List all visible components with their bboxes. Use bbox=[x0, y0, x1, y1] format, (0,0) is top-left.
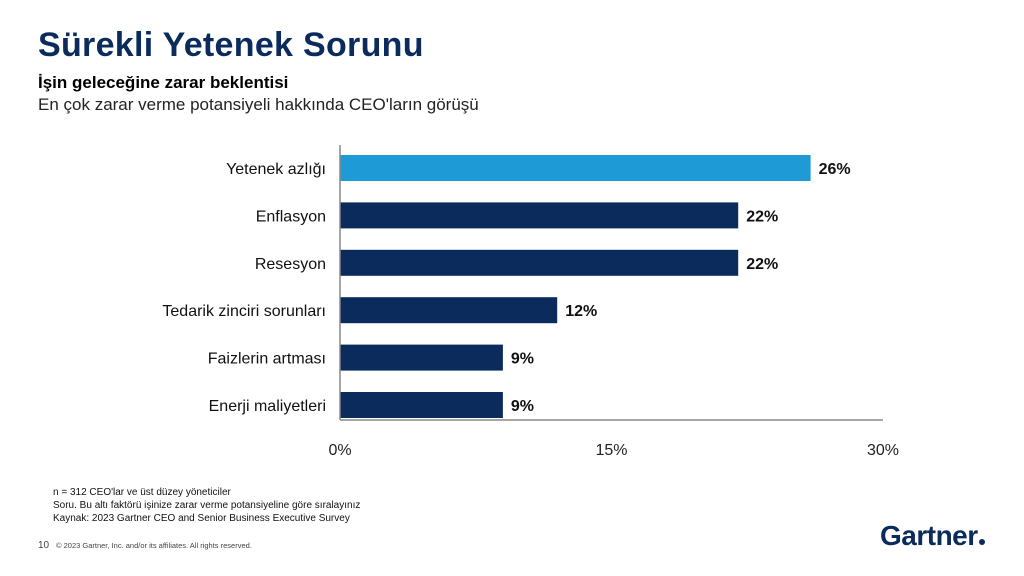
category-label: Enflasyon bbox=[256, 208, 326, 225]
page-title: Sürekli Yetenek Sorunu bbox=[38, 26, 424, 64]
logo-text: Gartner bbox=[880, 520, 978, 551]
logo-dot-icon bbox=[978, 539, 985, 545]
data-label: 22% bbox=[746, 256, 778, 273]
category-label: Faizlerin artması bbox=[208, 351, 326, 368]
x-tick-label: 0% bbox=[328, 442, 351, 459]
footnote-sample-size: n = 312 CEO'lar ve üst düzey yöneticiler bbox=[53, 487, 231, 498]
data-label: 22% bbox=[746, 208, 778, 225]
data-label: 9% bbox=[511, 398, 534, 415]
footnote-source: Kaynak: 2023 Gartner CEO and Senior Busi… bbox=[53, 513, 350, 524]
bar bbox=[340, 202, 739, 229]
chart-description: En çok zarar verme potansiyeli hakkında … bbox=[38, 95, 479, 114]
data-label: 12% bbox=[565, 303, 597, 320]
category-label: Enerji maliyetleri bbox=[209, 398, 326, 415]
bar bbox=[340, 297, 558, 324]
category-label: Yetenek azlığı bbox=[226, 161, 326, 178]
category-label: Tedarik zinciri sorunları bbox=[162, 303, 326, 320]
chart-subtitle: İşin geleceğine zarar beklentisi bbox=[38, 73, 289, 92]
page-number: 10 bbox=[38, 540, 50, 551]
gartner-logo: Gartner bbox=[880, 520, 985, 552]
bar bbox=[340, 249, 739, 276]
x-tick-label: 15% bbox=[595, 442, 627, 459]
bar bbox=[340, 344, 503, 371]
bar-chart: Yetenek azlığı 26% Enflasyon 22% Resesyon 22%… bbox=[162, 145, 899, 459]
category-label: Resesyon bbox=[255, 256, 326, 273]
bar bbox=[340, 392, 503, 418]
x-tick-label: 30% bbox=[867, 442, 899, 459]
footnotes: n = 312 CEO'lar ve üst düzey yöneticiler… bbox=[53, 486, 360, 525]
data-label: 9% bbox=[511, 351, 534, 368]
footnote-question: Soru. Bu altı faktörü işinize zarar verm… bbox=[53, 500, 361, 511]
copyright-text: © 2023 Gartner, Inc. and/or its affiliat… bbox=[56, 541, 252, 550]
data-label: 26% bbox=[819, 161, 851, 178]
bar bbox=[340, 155, 811, 181]
